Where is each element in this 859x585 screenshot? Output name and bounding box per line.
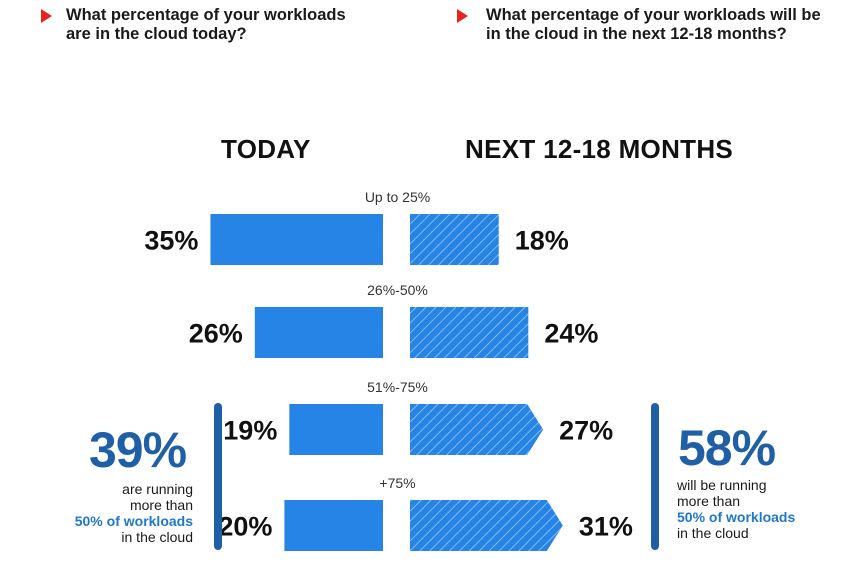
summary-future-highlight: 50% of workloads	[677, 509, 796, 525]
red-triangle-icon	[457, 9, 468, 23]
bar-today	[210, 214, 383, 265]
summary-future-line1: will be running	[677, 477, 767, 493]
value-label-future: 27%	[559, 416, 613, 446]
red-triangle-icon	[41, 9, 52, 23]
summary-future-value: 58%	[678, 420, 776, 476]
header-today: TODAY	[221, 134, 311, 164]
bar-future	[410, 307, 529, 358]
summary-future-line4: in the cloud	[677, 525, 749, 541]
bracket-right	[651, 403, 659, 550]
summary-today-line1: are running	[122, 481, 193, 497]
bar-future-arrow	[410, 404, 544, 455]
summary-future-line2: more than	[677, 493, 741, 509]
bracket-left	[214, 403, 222, 550]
category-label: 26%-50%	[367, 282, 428, 298]
question-future: What percentage of your workloads will b…	[486, 6, 821, 43]
value-label-today: 19%	[223, 416, 277, 446]
header-future: NEXT 12-18 MONTHS	[465, 134, 734, 164]
question-today: What percentage of your workloads are in…	[66, 6, 346, 43]
bar-today	[284, 500, 383, 551]
bar-future-arrow	[410, 500, 563, 551]
value-label-future: 24%	[544, 319, 598, 349]
summary-future-note: will be running more than 50% of workloa…	[677, 477, 837, 541]
value-label-today: 35%	[144, 226, 198, 256]
category-label: Up to 25%	[365, 189, 430, 205]
value-label-future: 18%	[515, 226, 569, 256]
summary-today-note: are running more than 50% of workloads i…	[50, 481, 193, 545]
summary-today-value: 39%	[89, 422, 187, 478]
value-label-today: 20%	[218, 512, 272, 542]
value-label-today: 26%	[189, 319, 243, 349]
bar-future	[410, 214, 499, 265]
summary-today-highlight: 50% of workloads	[74, 513, 193, 529]
summary-today-line4: in the cloud	[121, 529, 193, 545]
category-label: +75%	[379, 475, 415, 491]
value-label-future: 31%	[579, 512, 633, 542]
category-label: 51%-75%	[367, 379, 428, 395]
summary-today-line2: more than	[129, 497, 193, 513]
bar-today	[254, 307, 383, 358]
bar-today	[289, 404, 383, 455]
